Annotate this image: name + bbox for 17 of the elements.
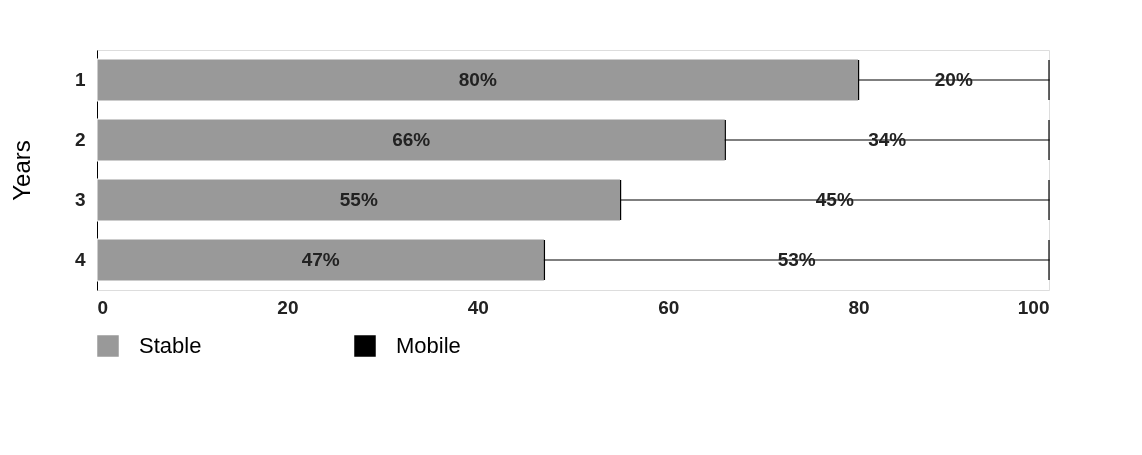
legend-label: Mobile: [396, 333, 461, 358]
y-tick-label: 1: [74, 69, 86, 90]
y-tick-label: 3: [74, 189, 86, 210]
y-tick-label: 4: [74, 249, 86, 270]
data-label: 47%: [301, 249, 340, 270]
x-tick-label: 40: [467, 296, 489, 318]
x-tick-label: 80: [848, 296, 870, 318]
legend-label: Stable: [139, 333, 202, 358]
data-label: 66%: [392, 129, 431, 150]
x-tick-label: 0: [97, 296, 109, 318]
data-label: 80%: [458, 69, 497, 90]
y-tick-label: 2: [74, 129, 86, 150]
data-label: 55%: [339, 189, 378, 210]
y-axis-title: Years: [7, 140, 35, 201]
x-tick-label: 20: [277, 296, 299, 318]
x-tick-label: 100: [1017, 296, 1050, 318]
x-tick-label: 60: [658, 296, 680, 318]
